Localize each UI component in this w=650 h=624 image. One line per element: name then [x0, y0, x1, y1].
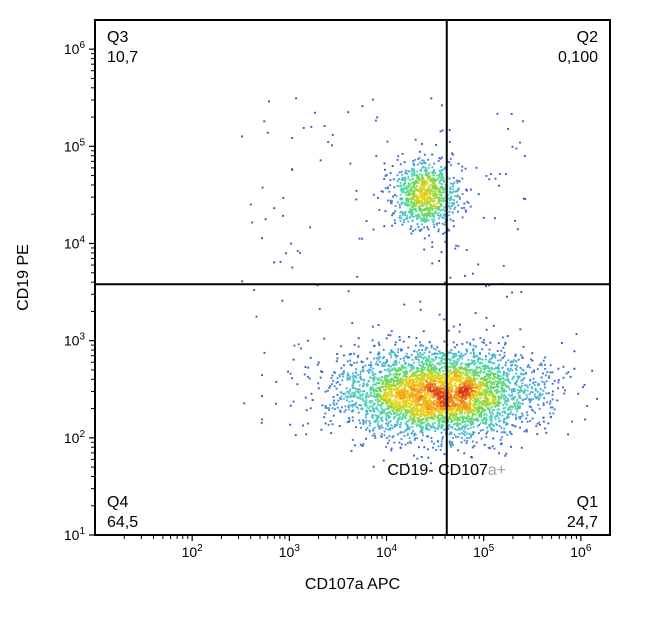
- q3-value: 10,7: [107, 49, 138, 66]
- y-axis-label: CD19 PE: [15, 244, 32, 311]
- q1-value: 24,7: [567, 514, 598, 531]
- q2-value: 0,100: [558, 49, 598, 66]
- gate-annotation: CD19- CD107a+: [387, 462, 506, 479]
- flow-cytometry-plot: 102103104105106101102103104105106CD107a …: [0, 0, 650, 624]
- plot-svg: 102103104105106101102103104105106CD107a …: [0, 0, 650, 624]
- q2-name: Q2: [577, 29, 598, 46]
- x-axis-label: CD107a APC: [305, 576, 400, 593]
- q3-name: Q3: [107, 29, 128, 46]
- q1-name: Q1: [577, 494, 598, 511]
- q4-value: 64,5: [107, 514, 138, 531]
- q4-name: Q4: [107, 494, 128, 511]
